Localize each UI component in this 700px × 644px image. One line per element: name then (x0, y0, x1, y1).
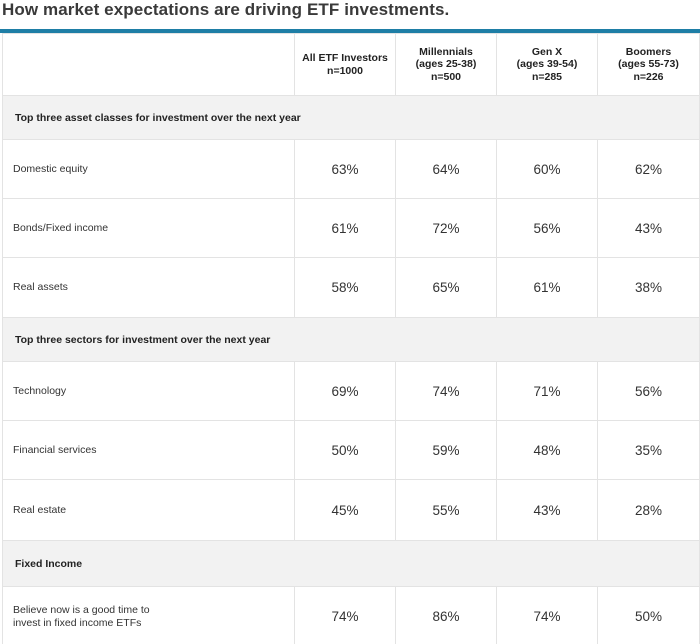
table-cell: 59% (395, 420, 497, 480)
row-label: Bonds/Fixed income (2, 198, 295, 258)
table-cell: 58% (294, 257, 396, 318)
section-header-fixed-income: Fixed Income (2, 540, 700, 587)
table-cell: 72% (395, 198, 497, 258)
table-cell: 61% (294, 198, 396, 258)
row-label: Technology (2, 361, 295, 421)
table-cell: 35% (597, 420, 700, 480)
row-label: Real assets (2, 257, 295, 318)
table-cell: 74% (395, 361, 497, 421)
table-cell: 63% (294, 139, 396, 199)
column-header-line: Gen X (531, 45, 563, 58)
table-cell: 74% (294, 586, 396, 644)
column-header-line: Millennials (419, 45, 473, 58)
section-heading: Top three sectors for investment over th… (2, 317, 700, 362)
section-header-asset-classes: Top three asset classes for investment o… (2, 95, 700, 140)
column-header-line: All ETF Investors (302, 52, 388, 64)
header-row: All ETF Investors n=1000 Millennials (ag… (2, 33, 700, 96)
section-header-sectors: Top three sectors for investment over th… (2, 317, 700, 362)
section-heading: Top three asset classes for investment o… (2, 95, 700, 140)
table-row: Real assets 58% 65% 61% 38% (2, 257, 700, 318)
title-divider (0, 29, 700, 33)
section-heading: Fixed Income (2, 540, 700, 587)
table-row: Domestic equity 63% 64% 60% 62% (2, 139, 700, 199)
column-header-line: n=285 (531, 70, 563, 83)
row-label: Domestic equity (2, 139, 295, 199)
column-header-boomers: Boomers (ages 55-73) n=226 (597, 33, 700, 96)
table-row: Financial services 50% 59% 48% 35% (2, 420, 700, 480)
table-cell: 48% (496, 420, 598, 480)
table-cell: 28% (597, 479, 700, 541)
table-row: Real estate 45% 55% 43% 28% (2, 479, 700, 541)
row-label: Real estate (2, 479, 295, 541)
table-cell: 65% (395, 257, 497, 318)
table-cell: 55% (395, 479, 497, 541)
table-cell: 69% (294, 361, 396, 421)
table-cell: 61% (496, 257, 598, 318)
table-cell: 60% (496, 139, 598, 199)
etf-survey-table: All ETF Investors n=1000 Millennials (ag… (2, 33, 700, 644)
table-cell: 38% (597, 257, 700, 318)
column-header-line: (ages 39-54) (516, 58, 578, 71)
row-label-line: Believe now is a good time to (13, 603, 150, 616)
table-cell: 56% (496, 198, 598, 258)
column-header-gen-x: Gen X (ages 39-54) n=285 (496, 33, 598, 96)
page-title: How market expectations are driving ETF … (2, 0, 450, 19)
table-row: Bonds/Fixed income 61% 72% 56% 43% (2, 198, 700, 258)
row-label: Financial services (2, 420, 295, 480)
table-cell: 50% (294, 420, 396, 480)
column-header-line: (ages 25-38) (415, 58, 477, 71)
table-row: Believe now is a good time to invest in … (2, 586, 700, 644)
table-row: Technology 69% 74% 71% 56% (2, 361, 700, 421)
table-cell: 86% (395, 586, 497, 644)
table-cell: 50% (597, 586, 700, 644)
column-header-line: (ages 55-73) (618, 58, 679, 71)
table-cell: 71% (496, 361, 598, 421)
table-cell: 43% (496, 479, 598, 541)
column-header-line: n=226 (633, 70, 664, 83)
column-header-line: n=500 (430, 70, 462, 83)
row-label-line: invest in fixed income ETFs (13, 616, 142, 629)
table-cell: 43% (597, 198, 700, 258)
table-cell: 64% (395, 139, 497, 199)
row-label: Believe now is a good time to invest in … (2, 586, 295, 644)
column-header-line: Boomers (625, 45, 672, 58)
column-header-all-investors: All ETF Investors n=1000 (294, 33, 396, 96)
table-cell: 62% (597, 139, 700, 199)
table-cell: 45% (294, 479, 396, 541)
header-blank-cell (2, 33, 295, 96)
column-header-line: n=1000 (327, 64, 363, 77)
table-cell: 56% (597, 361, 700, 421)
table-cell: 74% (496, 586, 598, 644)
column-header-millennials: Millennials (ages 25-38) n=500 (395, 33, 497, 96)
